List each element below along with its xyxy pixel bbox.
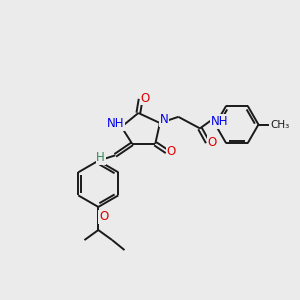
Text: H: H [96,151,105,164]
Text: NH: NH [107,117,125,130]
Text: CH₃: CH₃ [270,119,290,130]
Text: O: O [167,145,176,158]
Text: O: O [141,92,150,105]
Text: O: O [208,136,217,149]
Text: NH: NH [211,115,228,128]
Text: N: N [159,113,168,126]
Text: O: O [99,211,108,224]
